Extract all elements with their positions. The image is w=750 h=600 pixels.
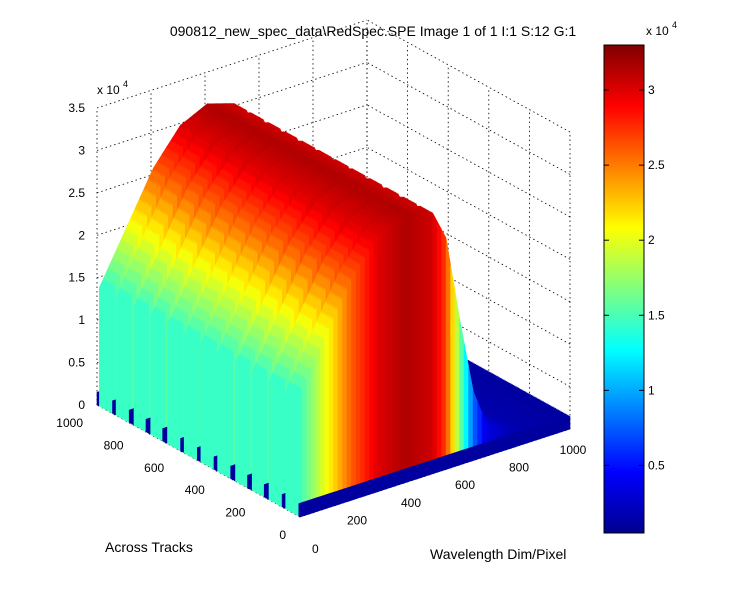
grid-line	[366, 62, 571, 175]
surface-patch	[144, 302, 150, 432]
surface-patch	[179, 321, 185, 451]
surface-patch	[161, 311, 167, 442]
surface-patch	[127, 293, 133, 423]
spectrum-surface	[96, 103, 571, 518]
surface-patch	[111, 284, 117, 414]
